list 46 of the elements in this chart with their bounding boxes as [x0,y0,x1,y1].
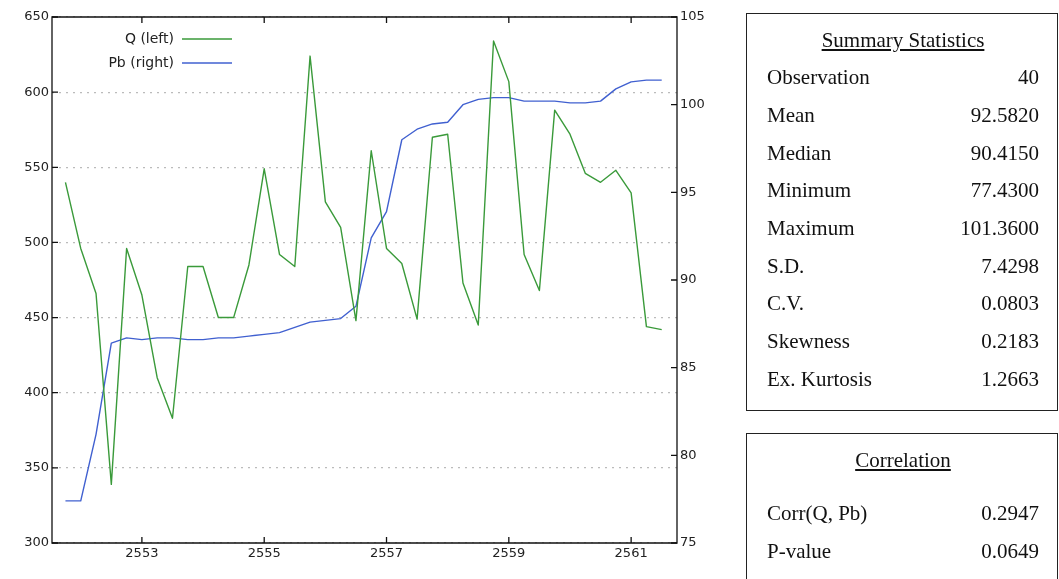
x-tick-label: 2557 [369,545,404,561]
y2-tick-label: 95 [680,183,697,199]
text: 40 [1018,65,1039,90]
y2-tick-label: 80 [680,446,697,462]
y-tick-label: 350 [24,459,49,475]
y-tick-label: 500 [24,233,49,249]
y-tick-label: 550 [24,158,49,174]
y-tick-label: 300 [24,534,49,550]
category-label: Skewness [767,329,850,355]
x-tick-label: 2555 [247,545,281,561]
text: 101.3600 [960,216,1039,241]
text: 0.0649 [981,539,1039,564]
text: 0.2947 [981,501,1039,526]
y-tick-label: 600 [24,83,49,99]
category-label: P-value [767,539,832,565]
legend-label: Q (left) [124,29,174,46]
legend-label: Pb (right) [108,53,174,70]
category-label: Corr(Q, Pb) [767,501,868,527]
category-label: Maximum [767,216,855,242]
y2-tick-label: 90 [680,271,697,287]
category-label: S.D. [767,253,805,279]
text: Correlation [854,448,952,473]
x-tick-label: 2553 [125,545,159,561]
category-label: Observation [767,65,870,91]
text: Summary Statistics [820,28,986,53]
category-label: C.V. [767,291,804,317]
y2-tick-label: 85 [680,359,697,375]
category-label: Ex. Kurtosis [767,366,872,392]
text: 7.4298 [981,253,1039,278]
category-label: Minimum [767,178,852,204]
text: 77.4300 [970,178,1039,203]
y-tick-label: 450 [24,308,49,324]
y2-tick-label: 100 [680,96,705,112]
x-tick-label: 2559 [492,545,526,561]
y-tick-label: 400 [24,384,49,400]
y2-tick-label: 75 [680,534,697,550]
y2-tick-label: 105 [680,8,705,24]
text: 0.0803 [981,291,1039,316]
text: 0.2183 [981,329,1039,354]
category-label: Median [767,140,832,166]
text: 1.2663 [981,366,1039,391]
text: 90.4150 [970,140,1039,165]
x-tick-label: 2561 [614,545,648,561]
y-tick-label: 650 [24,8,49,24]
text: 92.5820 [970,103,1039,128]
category-label: Mean [767,103,815,129]
